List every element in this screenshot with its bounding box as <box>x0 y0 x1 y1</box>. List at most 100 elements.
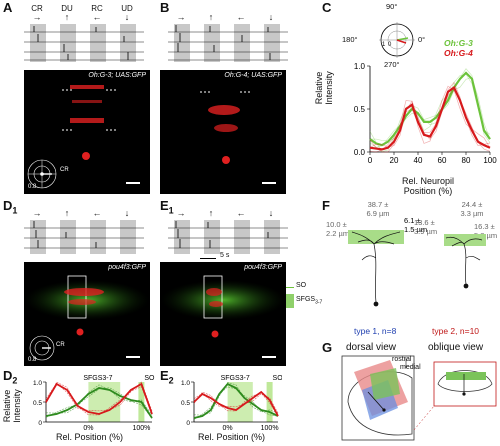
c-xlabel: Rel. Neuropil Position (%) <box>378 176 478 196</box>
c-x-tick-label: 20 <box>390 156 399 165</box>
type1-right-unit: 1.5 µm <box>404 225 428 234</box>
panel-b-signal <box>200 91 250 164</box>
rostral-label: rostral <box>392 356 412 363</box>
panel-d2-line-chart: 0 0.5 1.0 0% 100% SFGS3-7 SO <box>33 375 155 432</box>
d2-sfgs-label: SFGS3-7 <box>83 375 112 382</box>
direction-label-du: DU <box>61 4 73 13</box>
c-x-tick-label: 40 <box>414 156 423 165</box>
type1-left-unit: 2.2 µm <box>326 229 350 238</box>
polar-label-value: 0.8 <box>28 357 37 363</box>
panel-label-e2: E2 <box>160 368 174 386</box>
type1-name: type 1, n=8 <box>354 326 397 336</box>
d2-label-letter: D <box>3 368 13 383</box>
c-y-tick-label: 0.5 <box>354 105 366 114</box>
arrow-right-icon: → <box>32 208 42 218</box>
medial-label: medial <box>400 364 421 371</box>
layer-label-so: SO <box>296 282 307 289</box>
panel-e1-caption: pou4f3:GFP <box>244 264 282 271</box>
e2-sfgs-label: SFGS3-7 <box>221 375 250 382</box>
panel-label-d1: D1 <box>3 198 17 216</box>
panel-label-b: B <box>160 0 170 15</box>
d2-series-0-mean <box>45 387 153 419</box>
arrow-down-icon: ↓ <box>124 208 130 218</box>
e2-label-letter: E <box>160 368 169 383</box>
c-x-tick-label: 100 <box>483 156 497 165</box>
layer-label-sfgs-text: SFGS <box>296 296 316 303</box>
type2-left-unit: 3.9 µm <box>414 227 438 236</box>
scale-bar <box>126 182 140 184</box>
d2-xlabel: Rel. Position (%) <box>56 432 124 442</box>
type1-right-measure: 6.1 ±1.5 µm <box>404 216 427 234</box>
direction-label-cr: CR <box>31 4 43 13</box>
arrow-right-icon: → <box>32 12 42 22</box>
panel-b-calcium-traces <box>168 24 288 62</box>
arrow-up-icon: ↑ <box>208 208 214 218</box>
polar-label-rc: RC <box>6 342 15 348</box>
d2-y-tick-label: 0.5 <box>33 400 42 407</box>
arrow-right-icon: → <box>176 208 186 218</box>
e2-x-tick-label: 0% <box>223 425 233 432</box>
c-x-tick-label: 80 <box>462 156 471 165</box>
time-scale-bar <box>200 258 216 259</box>
arrow-down-icon: ↓ <box>268 12 274 22</box>
panel-d1-signal <box>25 275 149 361</box>
layer-label-sfgs-sub: 3-7 <box>315 299 323 306</box>
d2-x-tick-label: 0% <box>83 425 93 432</box>
scale-bar <box>262 182 276 184</box>
direction-label-ud: UD <box>121 4 133 13</box>
e2-so-label: SO <box>273 375 282 382</box>
type1-left-measure: 10.0 ±2.2 µm <box>326 220 349 238</box>
c-x-tick-label: 0 <box>368 156 373 165</box>
panel-label-g: G <box>322 340 333 355</box>
so-marker <box>286 287 294 288</box>
d2-ylabel: Relative Intensity <box>2 376 22 436</box>
panel-a-micrograph: Oh:G-3; UAS:GFP RC CR 0.8 <box>6 70 150 194</box>
type2-top-value: 24.4 ± <box>461 200 483 209</box>
panel-label-e1: E1 <box>160 198 174 216</box>
panel-d1-calcium-traces <box>24 220 144 254</box>
direction-label-rc: RC <box>91 4 103 13</box>
e1-label-letter: E <box>160 198 169 213</box>
panel-e1-micrograph: pou4f3:GFP <box>160 262 286 366</box>
type1-right-value: 6.1 ± <box>404 216 421 225</box>
c-y-tick-label: 0.0 <box>354 148 366 157</box>
c-series-1-trial <box>369 89 491 153</box>
e2-series-1-mean <box>193 390 279 417</box>
panel-label-a: A <box>3 0 13 15</box>
panel-c-line-chart: 0 20 40 60 80 100 0.0 0.5 1.0 <box>354 62 497 165</box>
c-x-tick-label: 60 <box>438 156 447 165</box>
panel-g-schematic <box>341 355 497 441</box>
polar-label-cr: CR <box>60 167 69 173</box>
panel-d1-caption: pou4f3:GFP <box>108 264 146 271</box>
sfgs-marker <box>286 294 294 308</box>
d2-ylabel-line2: Intensity <box>12 389 22 423</box>
arrow-down-icon: ↓ <box>268 208 274 218</box>
d2-label-sub: 2 <box>12 375 18 386</box>
panel-e1-calcium-traces <box>168 220 288 254</box>
d2-series-1-trial <box>45 381 153 416</box>
arrow-left-icon: ← <box>236 208 246 218</box>
arrow-left-icon: ← <box>236 12 246 22</box>
legend-oh-g4: Oh:G-4 <box>444 48 473 58</box>
arrow-up-icon: ↑ <box>64 12 70 22</box>
e2-so-region <box>266 382 273 422</box>
polar-label-180: 180° <box>342 35 358 44</box>
e2-y-tick-label: 1.0 <box>181 380 190 387</box>
d2-ylabel-line1: Relative <box>2 389 12 423</box>
panel-d1-micrograph: pou4f3:GFP RC CR 0.8 <box>6 262 150 366</box>
d1-label-letter: D <box>3 198 13 213</box>
panel-c-polar-plot <box>379 22 415 58</box>
panel-a-calcium-traces <box>24 24 144 62</box>
e2-y-tick-label: 0.5 <box>181 400 190 407</box>
polar-r1: 1 <box>382 42 386 48</box>
c-series-1-mean <box>369 85 491 151</box>
time-scale-label: 5 s <box>220 252 230 259</box>
type2-left-value: 13.6 ± <box>414 218 435 227</box>
d2-sfgs-region <box>88 382 121 422</box>
c-y-tick-label: 1.0 <box>354 62 366 71</box>
c-xlabel-line2: Position (%) <box>403 186 453 196</box>
polar-label-90: 90° <box>386 2 398 11</box>
type1-left-value: 10.0 ± <box>326 220 347 229</box>
type1-top-value: 38.7 ± <box>367 200 389 209</box>
type1-top-unit: 6.9 µm <box>366 209 390 218</box>
